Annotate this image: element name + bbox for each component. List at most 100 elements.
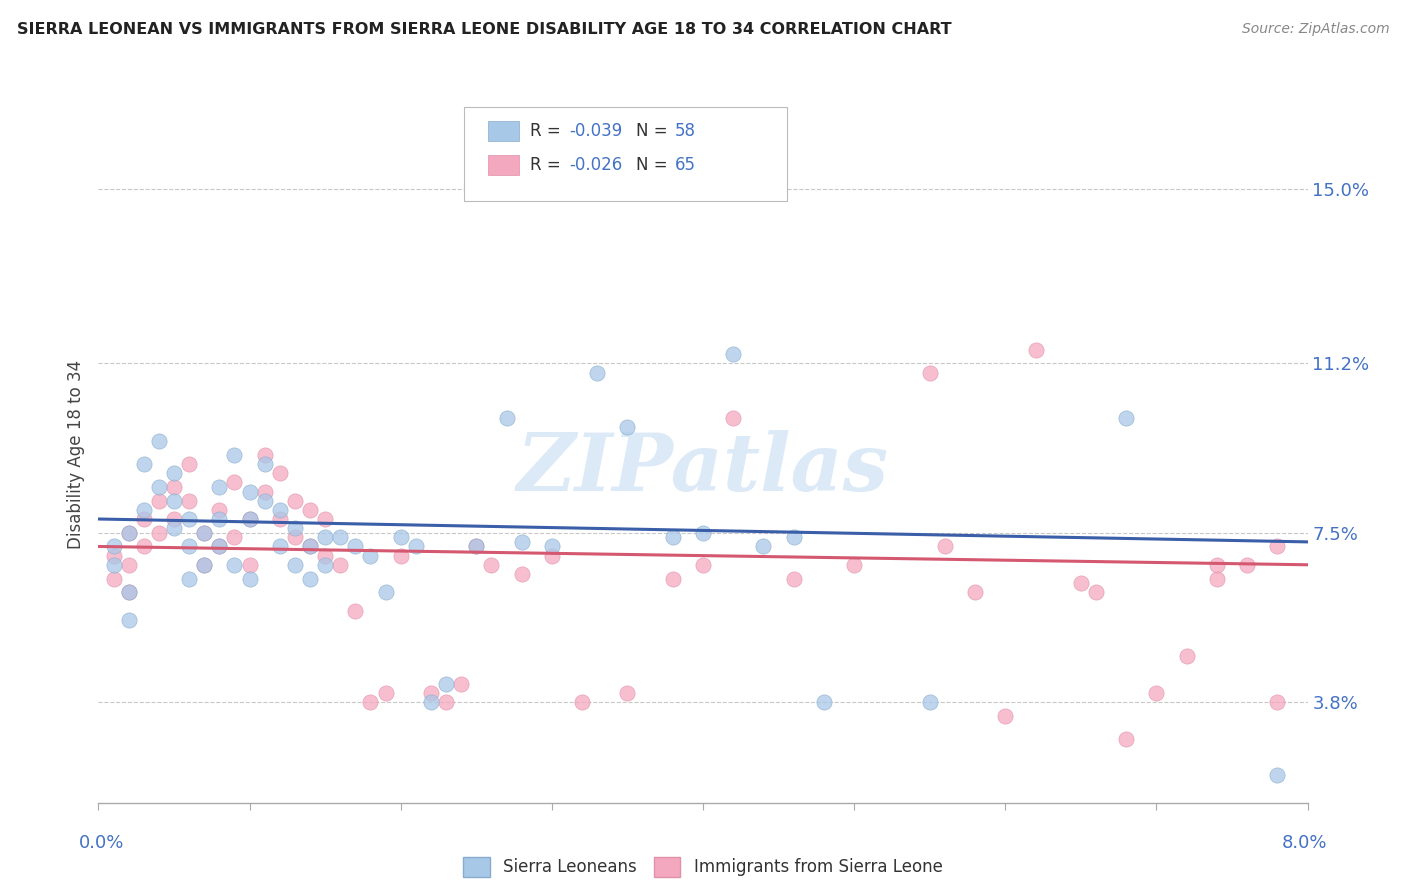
Y-axis label: Disability Age 18 to 34: Disability Age 18 to 34	[67, 360, 86, 549]
Point	[360, 549, 382, 563]
Point	[465, 540, 488, 554]
Point	[692, 558, 714, 572]
Point	[374, 686, 396, 700]
Point	[118, 585, 141, 599]
Point	[510, 566, 533, 581]
Point	[148, 493, 170, 508]
Point	[239, 558, 262, 572]
Point	[284, 530, 307, 544]
Point	[434, 677, 457, 691]
Point	[329, 558, 352, 572]
Text: 65: 65	[675, 156, 696, 174]
Point	[224, 558, 246, 572]
Text: N =: N =	[636, 122, 672, 140]
Text: SIERRA LEONEAN VS IMMIGRANTS FROM SIERRA LEONE DISABILITY AGE 18 TO 34 CORRELATI: SIERRA LEONEAN VS IMMIGRANTS FROM SIERRA…	[17, 22, 952, 37]
Point	[148, 480, 170, 494]
Point	[103, 549, 125, 563]
Point	[314, 512, 336, 526]
Point	[1206, 572, 1229, 586]
Point	[1206, 558, 1229, 572]
Point	[224, 448, 246, 462]
Point	[314, 530, 336, 544]
Point	[420, 686, 443, 700]
Point	[103, 558, 125, 572]
Point	[329, 530, 352, 544]
Point	[284, 521, 307, 535]
Point	[1115, 731, 1137, 746]
Point	[148, 525, 170, 540]
Point	[934, 540, 956, 554]
Point	[193, 558, 215, 572]
Point	[662, 530, 685, 544]
Point	[1236, 558, 1258, 572]
Point	[541, 540, 564, 554]
Point	[918, 695, 941, 709]
Point	[103, 540, 125, 554]
Point	[723, 411, 745, 425]
Legend: Sierra Leoneans, Immigrants from Sierra Leone: Sierra Leoneans, Immigrants from Sierra …	[456, 849, 950, 885]
Point	[1175, 649, 1198, 664]
Point	[179, 540, 201, 554]
Point	[1146, 686, 1168, 700]
Point	[813, 695, 835, 709]
Text: -0.026: -0.026	[569, 156, 623, 174]
Point	[163, 493, 186, 508]
Point	[1267, 768, 1289, 782]
Point	[239, 512, 262, 526]
Point	[193, 525, 215, 540]
Point	[239, 484, 262, 499]
Point	[148, 434, 170, 449]
Point	[118, 613, 141, 627]
Point	[344, 540, 367, 554]
Text: Source: ZipAtlas.com: Source: ZipAtlas.com	[1241, 22, 1389, 37]
Point	[918, 366, 941, 380]
Point	[510, 535, 533, 549]
Point	[752, 540, 775, 554]
Point	[163, 512, 186, 526]
Text: 0.0%: 0.0%	[79, 834, 124, 852]
Point	[118, 585, 141, 599]
Point	[208, 540, 231, 554]
Point	[132, 503, 155, 517]
Point	[269, 512, 291, 526]
Point	[253, 484, 276, 499]
Point	[253, 493, 276, 508]
Point	[662, 572, 685, 586]
Point	[344, 603, 367, 617]
Point	[284, 558, 307, 572]
Text: N =: N =	[636, 156, 672, 174]
Point	[118, 558, 141, 572]
Point	[132, 457, 155, 471]
Point	[965, 585, 987, 599]
Point	[179, 493, 201, 508]
Point	[193, 558, 215, 572]
Point	[1267, 695, 1289, 709]
Point	[1070, 576, 1092, 591]
Point	[374, 585, 396, 599]
Point	[994, 708, 1017, 723]
Point	[179, 572, 201, 586]
Point	[179, 512, 201, 526]
Text: ZIPatlas: ZIPatlas	[517, 430, 889, 508]
Point	[179, 457, 201, 471]
Point	[224, 530, 246, 544]
Point	[1025, 343, 1047, 357]
Point	[132, 512, 155, 526]
Point	[586, 366, 609, 380]
Point	[616, 686, 638, 700]
Point	[208, 480, 231, 494]
Point	[269, 540, 291, 554]
Point	[314, 549, 336, 563]
Point	[299, 540, 322, 554]
Point	[495, 411, 517, 425]
Point	[420, 695, 443, 709]
Point	[284, 493, 307, 508]
Point	[481, 558, 503, 572]
Point	[269, 467, 291, 481]
Point	[1115, 411, 1137, 425]
Point	[224, 475, 246, 490]
Point	[299, 503, 322, 517]
Point	[541, 549, 564, 563]
Point	[692, 525, 714, 540]
Point	[132, 540, 155, 554]
